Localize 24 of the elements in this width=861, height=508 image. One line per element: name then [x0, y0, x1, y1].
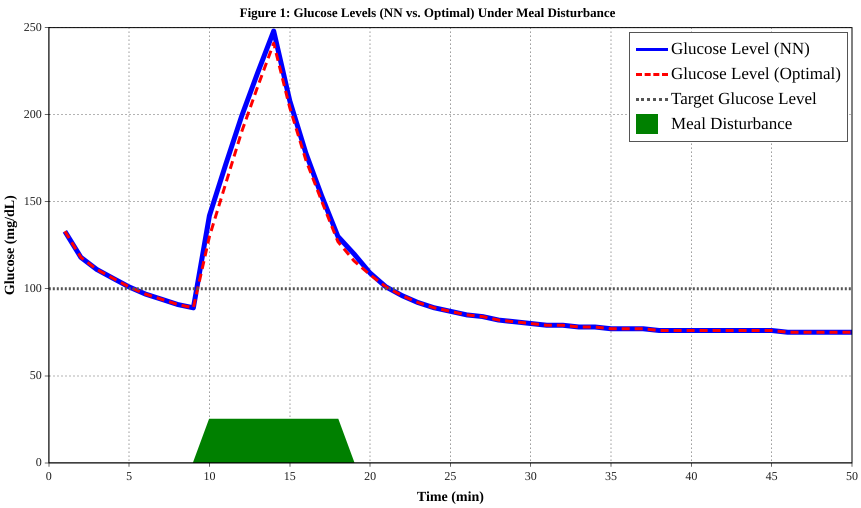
y-axis-title: Glucose (mg/dL)	[3, 194, 18, 296]
x-tick-label: 35	[605, 469, 618, 484]
y-tick-label: 200	[24, 106, 42, 121]
x-tick-label: 50	[846, 469, 858, 484]
x-tick-label: 45	[766, 469, 778, 484]
y-tick-label: 150	[24, 194, 42, 208]
x-tick-label: 15	[284, 469, 296, 484]
x-tick-label: 20	[364, 469, 376, 484]
x-tick-label: 40	[685, 469, 698, 484]
y-tick-label: 100	[24, 280, 42, 295]
y-tick-label: 50	[30, 368, 42, 382]
x-tick-label: 5	[126, 469, 132, 484]
y-tick-label: 0	[36, 454, 42, 469]
chart-title: Figure 1: Glucose Levels (NN vs. Optimal) Under Meal Disturbance	[240, 5, 616, 20]
x-tick-label: 0	[46, 469, 52, 484]
x-tick-label: 25	[444, 469, 456, 484]
x-tick-label: 30	[524, 469, 537, 484]
x-tick-label: 10	[203, 469, 216, 484]
legend-label: Glucose Level (NN)	[671, 39, 810, 60]
y-tick-label: 250	[24, 20, 42, 34]
legend-label: Meal Disturbance	[671, 114, 792, 134]
legend-label: Glucose Level (Optimal)	[671, 64, 841, 84]
legend-label: Target Glucose Level	[671, 89, 817, 110]
x-axis-title: Time (min)	[416, 490, 484, 506]
